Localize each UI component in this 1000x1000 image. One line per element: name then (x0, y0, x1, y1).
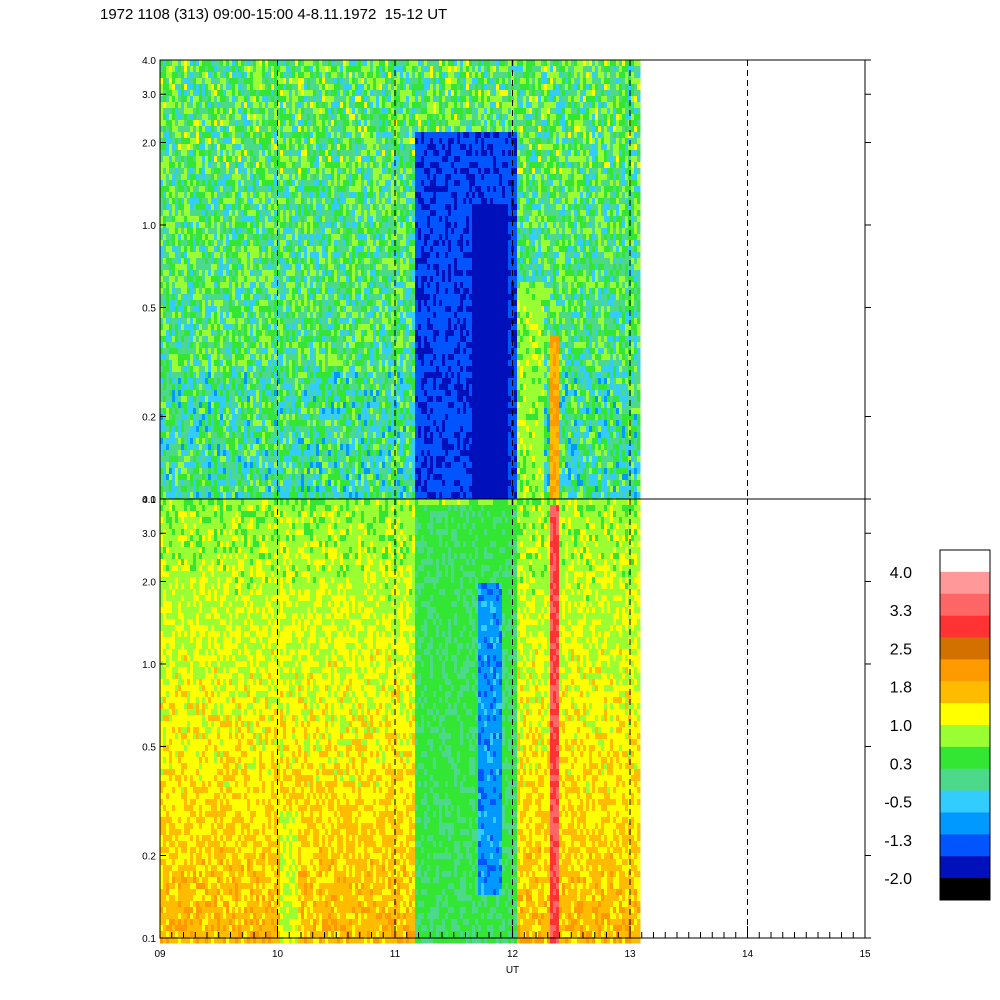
colorbar-label: 1.8 (890, 680, 912, 697)
colorbar-swatch (940, 725, 990, 748)
colorbar-label: -1.3 (884, 833, 912, 850)
colorbar-label: -0.5 (884, 795, 912, 812)
chart-title: 1972 1108 (313) 09:00-15:00 4-8.11.1972 … (100, 6, 447, 23)
top-heatmap-cells (160, 60, 641, 505)
colorbar-label: 1.0 (890, 718, 912, 735)
y-tick-label: 3.0 (142, 529, 156, 540)
colorbar-swatch (940, 790, 990, 813)
colorbar-label: -2.0 (884, 871, 912, 888)
y-tick-label: 0.1 (142, 495, 156, 506)
x-tick-label: 11 (390, 949, 401, 960)
colorbar-swatch (940, 834, 990, 857)
x-tick-label: 12 (507, 949, 519, 960)
y-tick-label: 0.1 (142, 934, 156, 945)
y-tick-label: 0.5 (142, 303, 156, 314)
colorbar-swatch (940, 637, 990, 660)
colorbar-swatch (940, 856, 990, 879)
x-tick-label: 09 (154, 949, 166, 960)
y-tick-label: 2.0 (142, 138, 156, 149)
colorbar-swatch (940, 659, 990, 682)
colorbar-swatch (940, 681, 990, 704)
x-tick-label: 14 (742, 949, 754, 960)
y-tick-label: 4.0 (142, 56, 156, 67)
y-tick-label: 3.0 (142, 90, 156, 101)
colorbar-swatch (940, 571, 990, 595)
colorbar-frame (939, 549, 991, 901)
y-tick-label: 1.0 (142, 660, 156, 671)
x-tick-label: 13 (624, 949, 636, 960)
colorbar-swatch (940, 812, 990, 835)
bottom-panel: 0.1 0.2 0.5 1.0 2.0 3.0 4.0 (142, 495, 871, 945)
x-tick-label: 15 (859, 949, 871, 960)
colorbar-swatch (940, 768, 990, 791)
x-axis-label: UT (506, 965, 519, 976)
colorbar-label: 0.3 (890, 756, 912, 773)
y-tick-label: 2.0 (142, 577, 156, 588)
colorbar-swatch (940, 746, 990, 770)
bottom-heatmap-cells (160, 499, 641, 944)
x-tick-label: 10 (272, 949, 284, 960)
colorbar-label: 3.3 (890, 603, 912, 620)
y-tick-label: 4.0 (142, 495, 156, 506)
colorbar-label: 2.5 (890, 641, 912, 658)
y-tick-label: 0.2 (142, 413, 156, 424)
colorbar-swatch (940, 703, 990, 726)
colorbar: 4.0 3.3 2.5 1.8 1.0 0.3 -0.5 -1.3 -2.0 (884, 549, 991, 901)
y-tick-label: 0.2 (142, 852, 156, 863)
colorbar-swatch (940, 550, 990, 573)
y-tick-label: 0.5 (142, 742, 156, 753)
colorbar-swatch (940, 615, 990, 638)
colorbar-swatch (940, 878, 990, 901)
top-panel: 0.1 0.2 0.5 1.0 2.0 3.0 4.0 (142, 56, 871, 506)
y-tick-label: 1.0 (142, 221, 156, 232)
colorbar-label: 4.0 (890, 565, 912, 582)
colorbar-swatch (940, 593, 990, 616)
